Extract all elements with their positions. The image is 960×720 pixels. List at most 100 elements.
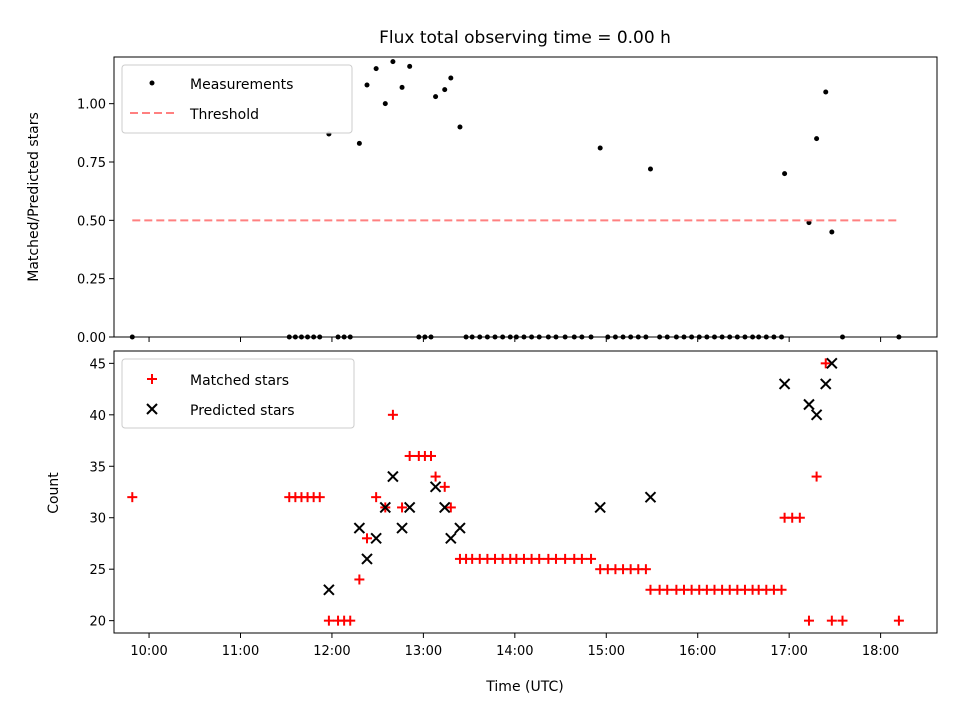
matched-star-point	[345, 615, 356, 626]
bottom-y-axis-label: Count	[46, 472, 62, 514]
matched-star-point	[811, 471, 822, 482]
matched-star-point	[404, 450, 415, 461]
x-tick-label: 17:00	[770, 644, 807, 659]
predicted-star-point	[644, 491, 657, 503]
predicted-star-point	[594, 501, 606, 514]
top-legend: Measurements Threshold	[121, 64, 353, 134]
measurement-point	[823, 89, 829, 95]
y-tick-label: 45	[89, 357, 106, 372]
legend-predicted-marker	[146, 403, 158, 415]
bottom-legend-box	[121, 358, 355, 429]
legend-matched-label: Matched stars	[190, 373, 289, 389]
bottom-plot-area	[127, 357, 904, 626]
measurement-point	[597, 145, 603, 151]
top-y-axis: 0.00 0.25 0.50 0.75 1.00	[77, 98, 114, 346]
x-tick-label: 12:00	[313, 644, 350, 659]
matched-star-point	[837, 615, 848, 626]
y-tick-label: 1.00	[77, 98, 106, 113]
top-axes-frame	[113, 56, 938, 338]
measurement-point	[814, 136, 820, 142]
matched-star-point	[820, 358, 831, 369]
measurement-point	[373, 66, 379, 72]
matched-star-point	[430, 471, 441, 482]
predicted-star-point	[353, 522, 366, 534]
predicted-star-point	[387, 470, 399, 483]
y-tick-label: 0.50	[77, 214, 106, 229]
bottom-panel: 20 25 30 35 40 45 10:00 11:00 12:00 13:00 14:00 15…	[46, 350, 938, 695]
predicted-star-point	[403, 501, 416, 514]
y-tick-label: 20	[89, 615, 106, 630]
x-tick-label: 14:00	[496, 644, 533, 659]
measurement-point	[448, 75, 454, 81]
matched-star-point	[803, 615, 814, 626]
bottom-axes-frame	[113, 350, 938, 634]
matched-star-point	[397, 502, 408, 513]
measurement-point	[647, 166, 653, 172]
matched-star-point	[826, 615, 837, 626]
legend-measurements-label: Measurements	[190, 77, 293, 93]
matched-star-point	[560, 553, 571, 564]
x-tick-label: 11:00	[222, 644, 259, 659]
matched-star-point	[387, 409, 398, 420]
y-tick-label: 0.00	[77, 331, 106, 346]
legend-matched-marker	[147, 374, 157, 384]
x-tick-label: 10:00	[130, 644, 167, 659]
predicted-star-point	[454, 522, 466, 534]
x-tick-label: 18:00	[862, 644, 899, 659]
predicted-star-point	[379, 501, 391, 514]
measurement-point	[390, 59, 396, 65]
matched-star-point	[127, 492, 138, 503]
x-tick-label: 16:00	[679, 644, 716, 659]
predicted-star-point	[361, 553, 373, 565]
top-chart-title: Flux total observing time = 0.00 h	[379, 28, 671, 48]
matched-star-point	[314, 492, 325, 503]
matched-star-point	[662, 584, 673, 595]
matched-star-point	[534, 553, 545, 564]
matched-star-point	[550, 553, 561, 564]
matched-star-point	[445, 502, 456, 513]
predicted-star-point	[803, 398, 815, 411]
measurement-point	[433, 94, 439, 100]
y-tick-label: 0.75	[77, 156, 106, 171]
measurement-point	[806, 220, 812, 226]
y-tick-label: 40	[89, 409, 106, 424]
matched-star-point	[439, 481, 450, 492]
predicted-star-point	[826, 357, 838, 370]
y-tick-label: 25	[89, 563, 106, 578]
matched-star-point	[794, 512, 805, 523]
x-tick-label: 15:00	[588, 644, 625, 659]
top-panel: Flux total observing time = 0.00 h 0.000…	[26, 28, 938, 346]
measurement-point	[407, 63, 413, 69]
bottom-x-axis-label: Time (UTC)	[485, 679, 563, 695]
measurement-point	[399, 84, 405, 90]
bottom-y-axis: 20 25 30 35 40 45	[89, 357, 114, 630]
predicted-star-point	[778, 378, 791, 390]
bottom-legend: Matched stars Predicted stars	[121, 358, 355, 429]
matched-star-point	[640, 564, 651, 575]
matched-star-point	[776, 584, 787, 595]
predicted-star-point	[445, 532, 457, 545]
matched-star-point	[323, 615, 334, 626]
legend-threshold-label: Threshold	[189, 107, 259, 123]
bottom-x-axis: 10:00 11:00 12:00 13:00 14:00 15:00 16:00 17:00…	[130, 633, 899, 659]
matched-star-point	[354, 574, 365, 585]
legend-measurements-marker	[149, 80, 155, 86]
legend-predicted-label: Predicted stars	[190, 403, 295, 419]
matched-star-point	[645, 584, 656, 595]
y-tick-label: 35	[89, 460, 106, 475]
measurement-point	[782, 171, 788, 177]
top-legend-box	[121, 64, 353, 134]
y-tick-label: 0.25	[77, 273, 106, 288]
measurement-point	[442, 87, 448, 93]
predicted-star-point	[820, 378, 832, 390]
matched-star-point	[371, 492, 382, 503]
matched-star-point	[426, 450, 437, 461]
predicted-star-point	[429, 481, 442, 493]
measurement-point	[364, 82, 370, 88]
top-x-axis-ticks	[148, 337, 882, 342]
y-tick-label: 30	[89, 512, 106, 527]
matched-star-point	[361, 533, 372, 544]
measurement-point	[457, 124, 463, 130]
predicted-star-point	[810, 409, 823, 421]
